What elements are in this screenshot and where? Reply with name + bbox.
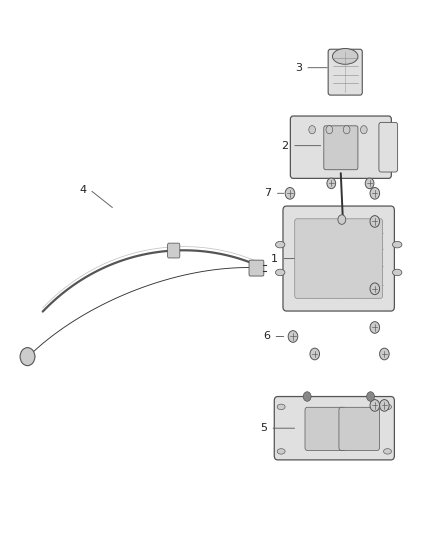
Ellipse shape bbox=[384, 404, 392, 410]
Circle shape bbox=[303, 392, 311, 401]
Text: 5: 5 bbox=[260, 423, 267, 433]
Circle shape bbox=[310, 348, 320, 360]
Circle shape bbox=[370, 216, 380, 227]
Circle shape bbox=[365, 178, 374, 189]
Circle shape bbox=[380, 348, 389, 360]
Circle shape bbox=[370, 321, 380, 333]
Circle shape bbox=[380, 400, 389, 411]
FancyBboxPatch shape bbox=[324, 126, 358, 169]
FancyBboxPatch shape bbox=[339, 407, 379, 450]
Ellipse shape bbox=[392, 241, 402, 248]
Ellipse shape bbox=[309, 126, 315, 134]
Ellipse shape bbox=[332, 49, 358, 64]
Circle shape bbox=[285, 188, 295, 199]
Ellipse shape bbox=[343, 126, 350, 134]
Circle shape bbox=[327, 178, 336, 189]
Text: 3: 3 bbox=[295, 63, 302, 72]
Circle shape bbox=[20, 348, 35, 366]
Ellipse shape bbox=[277, 404, 285, 410]
Text: 2: 2 bbox=[282, 141, 289, 151]
Text: 1: 1 bbox=[271, 254, 278, 263]
FancyBboxPatch shape bbox=[305, 407, 346, 450]
Ellipse shape bbox=[384, 449, 392, 454]
Ellipse shape bbox=[326, 126, 333, 134]
Ellipse shape bbox=[360, 126, 367, 134]
FancyBboxPatch shape bbox=[283, 206, 394, 311]
Circle shape bbox=[370, 400, 380, 411]
Ellipse shape bbox=[276, 269, 285, 276]
Ellipse shape bbox=[392, 269, 402, 276]
Ellipse shape bbox=[276, 241, 285, 248]
Ellipse shape bbox=[277, 449, 285, 454]
FancyBboxPatch shape bbox=[274, 397, 394, 460]
FancyBboxPatch shape bbox=[295, 219, 383, 298]
FancyBboxPatch shape bbox=[379, 123, 398, 172]
Circle shape bbox=[367, 392, 374, 401]
Text: 7: 7 bbox=[264, 188, 271, 198]
Text: 4: 4 bbox=[79, 184, 86, 195]
FancyBboxPatch shape bbox=[168, 243, 180, 258]
FancyBboxPatch shape bbox=[249, 260, 264, 276]
Circle shape bbox=[288, 330, 298, 342]
Text: 6: 6 bbox=[263, 332, 270, 342]
FancyBboxPatch shape bbox=[328, 49, 362, 95]
Circle shape bbox=[370, 283, 380, 295]
FancyBboxPatch shape bbox=[290, 116, 391, 179]
Circle shape bbox=[338, 215, 346, 224]
Circle shape bbox=[370, 188, 380, 199]
